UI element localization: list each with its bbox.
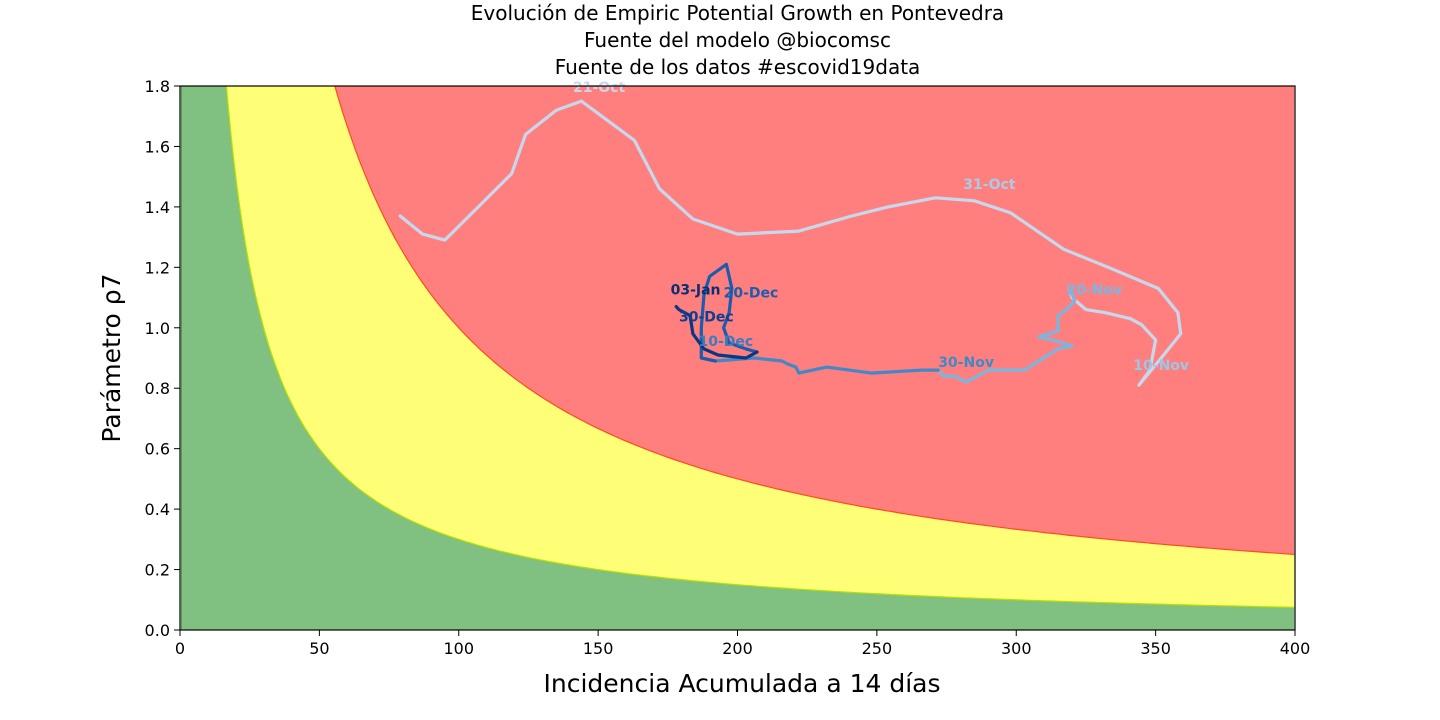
date-label: 30-Dec <box>679 310 734 326</box>
x-tick-label: 200 <box>722 639 753 658</box>
chart-title-line-3: Fuente de los datos #escovid19data <box>554 55 921 79</box>
y-tick-label: 1.2 <box>145 258 170 277</box>
chart-title-line-2: Fuente del modelo @biocomsc <box>584 28 891 52</box>
x-tick-label: 50 <box>309 639 329 658</box>
zone-boundary <box>225 86 1295 608</box>
x-tick-label: 100 <box>443 639 474 658</box>
date-label: 10-Dec <box>699 334 754 350</box>
zone-green <box>181 86 1295 630</box>
y-axis-label: Parámetro ρ7 <box>97 273 126 442</box>
chart-title: Evolución de Empiric Potential Growth en… <box>180 0 1295 81</box>
date-label: 10-Nov <box>1133 358 1189 374</box>
y-tick-label: 1.4 <box>145 198 170 217</box>
x-tick-label: 150 <box>583 639 614 658</box>
date-label: 20-Nov <box>1066 283 1122 299</box>
trajectory-segment <box>699 262 759 363</box>
x-tick-label: 400 <box>1280 639 1311 658</box>
x-tick-label: 0 <box>175 639 185 658</box>
y-tick-label: 0.0 <box>145 621 170 640</box>
y-axis-ticks: 0.0 0.2 0.4 0.6 0.8 1.0 1.2 1.4 1.6 1.8 <box>145 77 180 640</box>
trajectory-segment <box>936 286 1077 384</box>
x-tick-label: 350 <box>1140 639 1171 658</box>
y-tick-label: 0.6 <box>145 440 170 459</box>
y-tick-label: 1.6 <box>145 137 170 156</box>
chart-title-line-1: Evolución de Empiric Potential Growth en… <box>470 1 1005 25</box>
date-label: 20-Dec <box>724 286 779 302</box>
x-axis-label: Incidencia Acumulada a 14 días <box>544 669 941 698</box>
zone-boundary <box>334 86 1295 555</box>
x-axis-ticks: 0 50 100 150 200 250 300 350 400 <box>175 630 1310 658</box>
y-tick-label: 1.8 <box>145 77 170 96</box>
x-tick-label: 250 <box>862 639 893 658</box>
x-tick-label: 300 <box>1001 639 1032 658</box>
date-label: 21-Oct <box>573 80 625 96</box>
y-tick-label: 0.4 <box>145 500 170 519</box>
y-tick-label: 1.0 <box>145 319 170 338</box>
trajectory-segment <box>674 305 759 360</box>
zone-yellow <box>226 86 1295 608</box>
date-label: 30-Nov <box>938 355 994 371</box>
date-label: 31-Oct <box>963 177 1015 193</box>
trajectory-segment <box>398 99 1183 387</box>
trajectory-segment <box>713 356 940 375</box>
y-tick-label: 0.8 <box>145 379 170 398</box>
y-tick-label: 0.2 <box>145 561 170 580</box>
zone-red <box>334 86 1295 555</box>
trajectory <box>398 99 1183 387</box>
date-annotations: 21-Oct 31-Oct 10-Nov 20-Nov 30-Nov 10-Dec 20-D… <box>573 80 1189 374</box>
date-label: 03-Jan <box>671 283 721 299</box>
risk-zones <box>180 86 1295 630</box>
